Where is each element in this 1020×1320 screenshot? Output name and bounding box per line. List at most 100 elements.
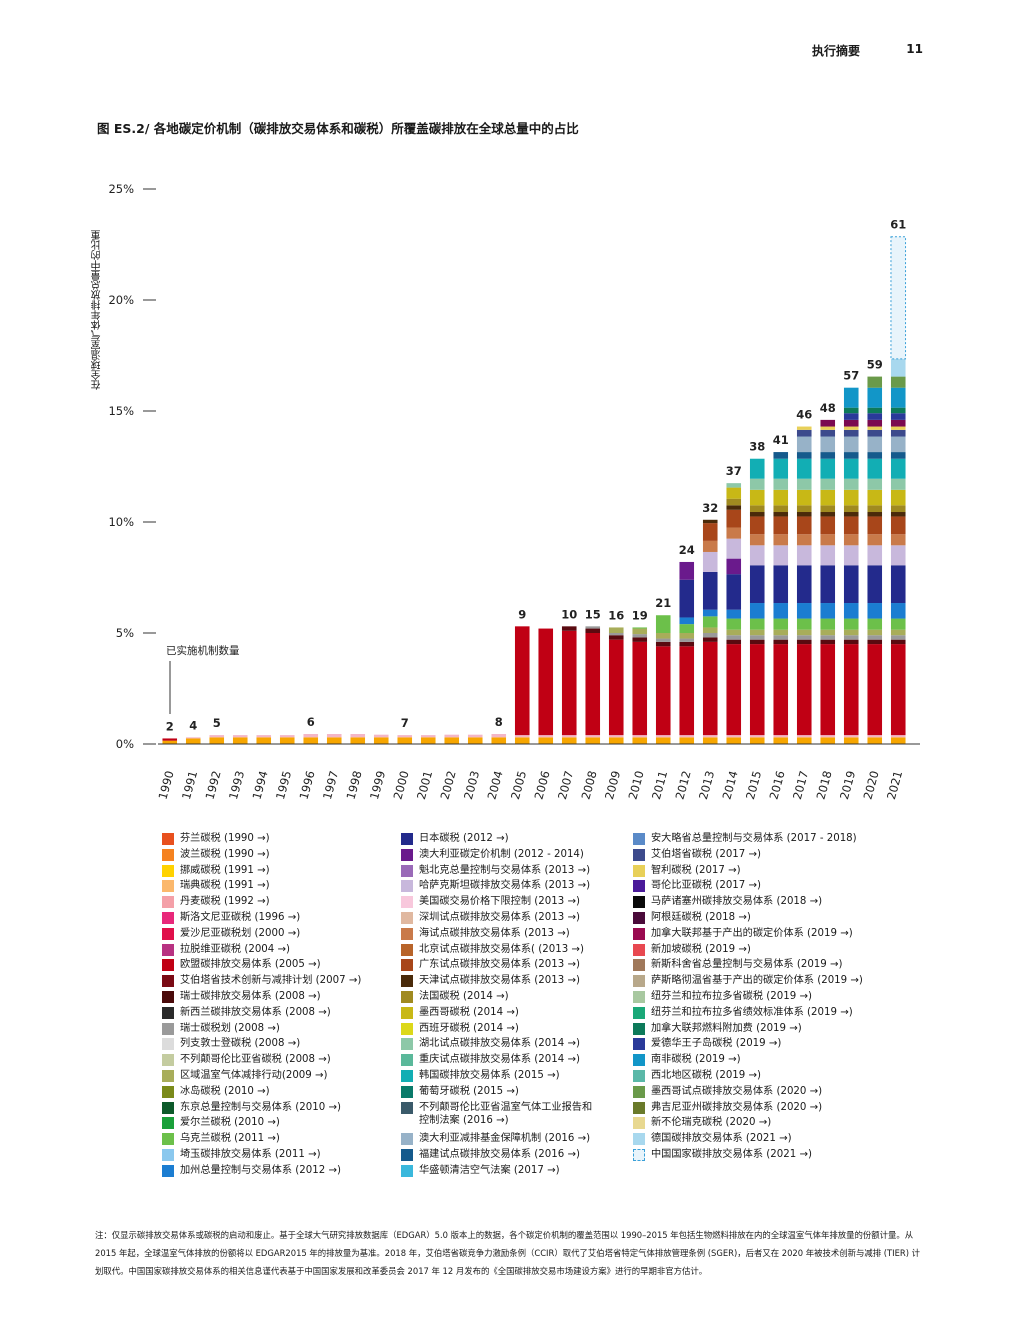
bar-segment xyxy=(867,516,883,535)
bar-segment xyxy=(843,413,859,420)
bar-segment xyxy=(796,426,812,430)
bar-segment xyxy=(632,634,648,638)
legend-label: 中国国家碳排放交易体系 (2021 →) xyxy=(651,1149,812,1160)
bar-segment xyxy=(867,737,883,744)
x-tick-label: 2009 xyxy=(602,769,623,801)
bar-segment xyxy=(726,509,742,528)
legend-label: 冰岛碳税 (2010 →) xyxy=(180,1085,270,1097)
bar-segment xyxy=(843,512,859,517)
legend-swatch xyxy=(633,1054,645,1067)
x-tick-label: 2000 xyxy=(391,769,412,801)
legend-swatch xyxy=(401,1070,413,1082)
legend-label: 日本碳税 (2012 →) xyxy=(419,833,509,844)
bar-segment xyxy=(514,735,530,738)
bar-segment xyxy=(843,639,859,645)
x-tick-label: 1996 xyxy=(297,769,318,801)
legend-swatch xyxy=(633,1101,645,1114)
legend-item: 弗吉尼亚州碳排放交易体系 (2020 →) xyxy=(633,1101,822,1116)
legend-swatch xyxy=(162,1101,174,1114)
bar-segment xyxy=(749,635,765,640)
count-label: 59 xyxy=(867,358,883,372)
x-tick-label: 2011 xyxy=(649,769,670,801)
legend-item: 艾伯塔省技术创新与减排计划 (2007 →) xyxy=(162,974,361,989)
legend-label: 重庆试点碳排放交易体系 (2014 →) xyxy=(419,1054,580,1066)
bar-segment xyxy=(796,489,812,506)
bar-segment xyxy=(867,452,883,459)
bar-segment xyxy=(867,644,883,736)
x-tick-label: 2016 xyxy=(767,769,788,801)
y-tick-label: 15% xyxy=(108,404,134,418)
x-tick-label: 2002 xyxy=(438,769,459,801)
legend-label: 西班牙碳税 (2014 →) xyxy=(419,1022,519,1034)
bar-segment xyxy=(796,735,812,738)
legend-swatch xyxy=(401,1101,413,1114)
legend-item: 区域温室气体减排行动(2009 →) xyxy=(162,1069,328,1084)
bar-segment xyxy=(702,540,718,552)
legend-label: 安大略省总量控制与交易体系 (2017 - 2018) xyxy=(651,833,857,844)
bar-segment xyxy=(726,644,742,736)
legend-label: 拉脱维亚碳税 (2004 →) xyxy=(180,943,291,955)
bar-segment xyxy=(890,512,906,517)
y-tick-label: 20% xyxy=(108,293,134,307)
x-tick-label: 2017 xyxy=(790,769,811,801)
bar-segment xyxy=(749,512,765,517)
bar-segment xyxy=(655,633,671,639)
bar-segment xyxy=(867,478,883,490)
x-tick-label: 2018 xyxy=(814,769,835,801)
bar-segment xyxy=(867,534,883,546)
x-tick-label: 2015 xyxy=(743,769,764,801)
bar-segment xyxy=(726,483,742,488)
x-tick-label: 2021 xyxy=(884,769,905,801)
legend-item: 加拿大联邦燃料附加费 (2019 →) xyxy=(633,1022,802,1037)
legend-item: 澳大利亚碳定价机制 (2012 - 2014) xyxy=(401,848,584,863)
legend-swatch xyxy=(162,1038,174,1051)
legend-item: 挪威碳税 (1991 →) xyxy=(162,864,270,879)
bar-segment xyxy=(632,628,648,635)
legend-label: 智利碳税 (2017 →) xyxy=(651,864,741,876)
legend-swatch xyxy=(401,1022,413,1035)
legend-item: 哈萨克斯坦碳排放交易体系 (2013 →) xyxy=(401,879,590,894)
bar-segment xyxy=(843,603,859,619)
bar-segment xyxy=(749,735,765,738)
x-tick-label: 1995 xyxy=(273,769,294,801)
legend-swatch xyxy=(401,896,413,909)
bar-segment xyxy=(843,635,859,640)
x-tick-label: 1990 xyxy=(156,769,177,801)
bar-segment xyxy=(702,519,718,524)
bar-segment xyxy=(890,639,906,645)
bar-segment xyxy=(796,452,812,459)
legend-item: 美国碳交易价格下限控制 (2013 →) xyxy=(401,895,580,910)
bar-segment xyxy=(373,734,389,738)
bar-segment xyxy=(867,407,883,414)
bar-segment xyxy=(890,635,906,640)
bar-segment xyxy=(726,735,742,738)
legend-item: 葡萄牙碳税 (2015 →) xyxy=(401,1085,519,1100)
legend-swatch xyxy=(162,1054,174,1067)
bar-segment xyxy=(890,452,906,459)
bar-segment xyxy=(867,603,883,619)
bar-segment xyxy=(890,565,906,604)
legend-swatch xyxy=(633,912,645,924)
bar-segment xyxy=(867,635,883,640)
bar-segment xyxy=(890,534,906,546)
bar-segment xyxy=(702,641,718,736)
bar-segment xyxy=(843,452,859,459)
bar-segment xyxy=(773,452,789,459)
legend-label: 波兰碳税 (1990 →) xyxy=(180,848,270,860)
y-tick-label: 10% xyxy=(108,515,134,529)
bar-segment xyxy=(843,458,859,479)
count-label: 37 xyxy=(726,464,742,478)
bar-segment xyxy=(890,358,906,377)
bar-segment xyxy=(796,565,812,604)
legend-swatch xyxy=(633,991,645,1003)
bar-segment xyxy=(796,629,812,636)
bar-segment xyxy=(679,646,695,736)
x-tick-label: 1991 xyxy=(179,769,200,801)
legend-label: 斯洛文尼亚碳税 (1996 →) xyxy=(180,912,301,923)
legend-label: 不列颠哥伦比亚省温室气体工业报告和控制法案 (2016 →) xyxy=(419,1101,593,1126)
bar-segment xyxy=(350,734,366,738)
legend-item: 西班牙碳税 (2014 →) xyxy=(401,1022,519,1037)
bar-segment xyxy=(726,574,742,610)
legend-swatch xyxy=(633,1085,645,1098)
legend-label: 澳大利亚减排基金保障机制 (2016 →) xyxy=(419,1133,591,1145)
